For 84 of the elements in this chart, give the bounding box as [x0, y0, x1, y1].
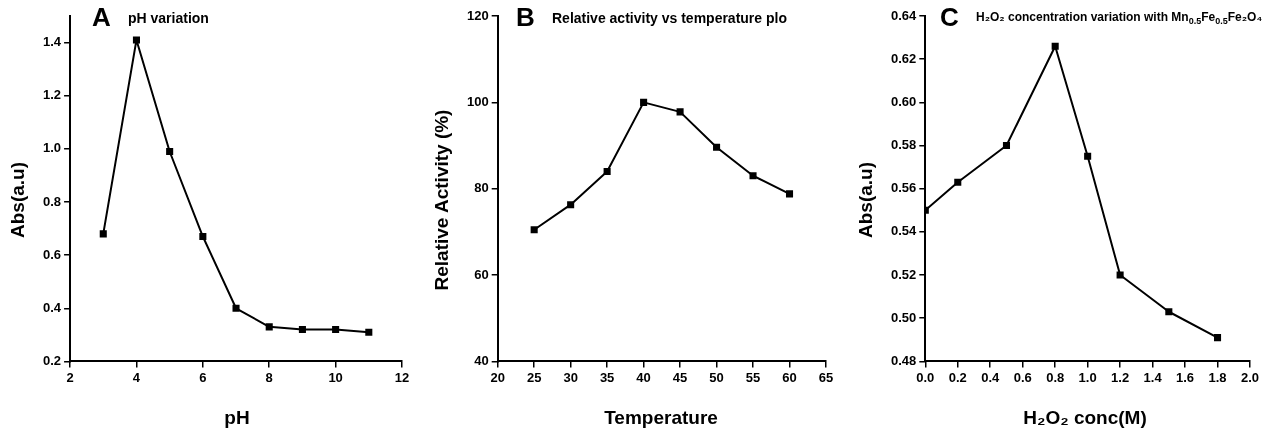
point — [365, 328, 373, 336]
y-tick-label: 1.0 — [42, 140, 62, 156]
y-tick-label: 0.58 — [890, 137, 917, 153]
x-tick-label: 12 — [394, 369, 410, 385]
point — [199, 232, 207, 241]
y-tick-label: 100 — [466, 93, 489, 109]
y-tick-label: 1.2 — [42, 87, 62, 103]
x-tick-label: 1.0 — [1078, 369, 1097, 385]
annotation: C — [940, 2, 959, 33]
point — [1084, 152, 1092, 160]
x-tick-label: 0.6 — [1013, 369, 1032, 385]
y-tick-label: 0.8 — [42, 193, 62, 209]
x-tick-label: 65 — [818, 369, 834, 385]
y-tick-label: 0.50 — [890, 309, 917, 325]
x-tick-label: 60 — [782, 369, 797, 385]
chart-title: Relative activity vs temperature plo — [552, 10, 787, 26]
x-tick-label: 20 — [490, 369, 505, 385]
point — [749, 172, 757, 180]
point — [1165, 308, 1173, 316]
x-axis-title: pH — [223, 407, 251, 429]
x-tick-label: 0.4 — [981, 369, 1001, 385]
x-tick-label: 0.0 — [916, 369, 935, 385]
chart-title: pH variation — [128, 10, 209, 26]
x-tick-label: 4 — [132, 369, 141, 385]
point — [785, 190, 794, 198]
x-tick-label: 0.8 — [1046, 369, 1065, 385]
y-tick-label: 0.60 — [890, 93, 917, 109]
x-tick-label: 1.2 — [1111, 369, 1130, 385]
y-tick-label: 0.54 — [890, 223, 918, 239]
y-tick-label: 40 — [474, 352, 489, 368]
x-tick-label: 40 — [636, 369, 651, 385]
annotation: A — [92, 2, 111, 33]
point — [232, 304, 240, 312]
x-tick-label: 2 — [66, 369, 74, 385]
point — [567, 201, 575, 209]
x-tick-label: 10 — [328, 369, 343, 385]
y-tick-label: 0.2 — [42, 352, 62, 368]
x-tick-label: 25 — [526, 369, 542, 385]
x-tick-label: 1.4 — [1143, 369, 1163, 385]
x-tick-label: 0.2 — [948, 369, 967, 385]
annotation: B — [516, 2, 535, 33]
point — [676, 108, 684, 116]
point — [99, 230, 107, 238]
x-tick-label: 55 — [745, 369, 761, 385]
point — [332, 325, 340, 334]
point — [640, 98, 648, 106]
y-tick-label: 0.6 — [42, 246, 62, 262]
point — [166, 147, 174, 156]
y-tick-label: 0.56 — [890, 180, 917, 196]
x-tick-label: 1.6 — [1176, 369, 1195, 385]
point — [603, 167, 611, 175]
y-axis-title: Abs(a.u) — [7, 162, 29, 238]
x-axis-title: H₂O₂ conc(M) — [1022, 407, 1148, 429]
x-tick-label: 2.0 — [1240, 369, 1260, 385]
point — [265, 323, 273, 331]
point — [1002, 141, 1011, 150]
point — [1051, 42, 1059, 50]
y-tick-label: 80 — [474, 180, 489, 196]
point — [713, 143, 721, 151]
point — [1213, 334, 1222, 342]
y-tick-label: 0.4 — [42, 299, 62, 315]
x-tick-label: 45 — [672, 369, 688, 385]
y-tick-label: 60 — [474, 266, 489, 282]
x-tick-label: 6 — [199, 369, 207, 385]
x-tick-label: 30 — [563, 369, 578, 385]
y-tick-label: 0.64 — [890, 7, 918, 23]
chart-title: H₂O₂ concentration variation with Mn$_{0.5}$Fe$_{0.5}$Fe₂O₄ — [976, 10, 1263, 27]
x-tick-label: 50 — [709, 369, 724, 385]
y-tick-label: 120 — [466, 7, 489, 23]
y-tick-label: 1.4 — [42, 34, 62, 50]
x-tick-label: 35 — [599, 369, 615, 385]
point — [530, 226, 538, 234]
point — [132, 36, 140, 44]
x-tick-label: 1.8 — [1208, 369, 1227, 385]
x-tick-label: 8 — [265, 369, 273, 385]
y-tick-label: 0.52 — [890, 266, 917, 282]
y-axis-title: Relative Activity (%) — [431, 109, 453, 291]
y-tick-label: 0.62 — [890, 50, 917, 66]
point — [298, 325, 306, 334]
x-axis-title: Temperature — [603, 407, 719, 429]
point — [1116, 271, 1124, 279]
point — [954, 178, 962, 186]
y-tick-label: 0.48 — [890, 352, 917, 368]
y-axis-title: Abs(a.u) — [855, 162, 877, 238]
